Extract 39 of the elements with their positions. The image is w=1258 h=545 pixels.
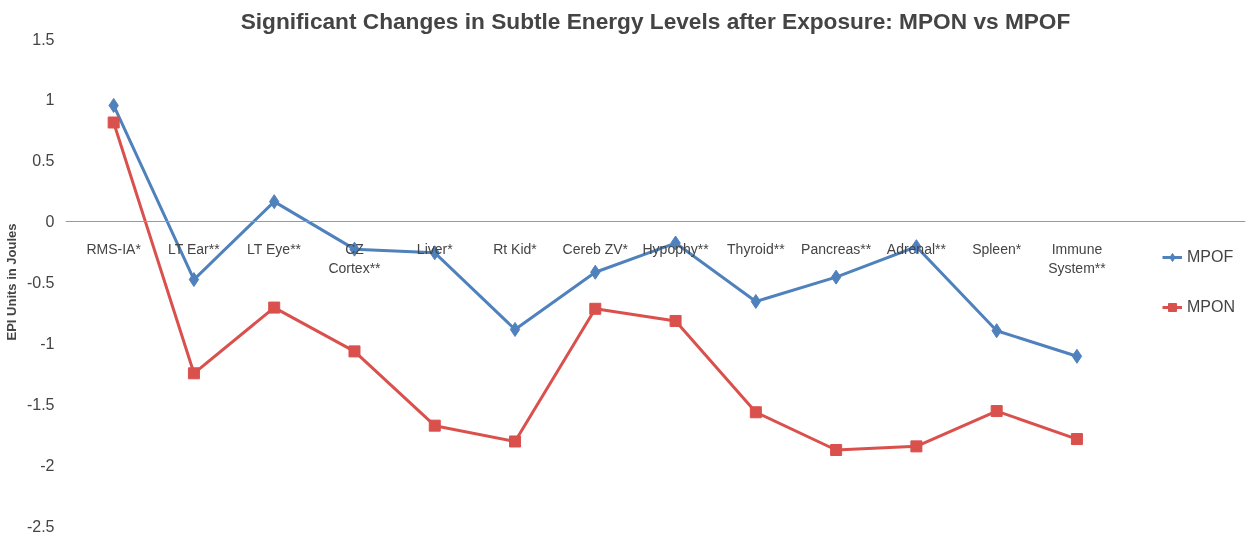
x-tick-label: LT Eye**: [247, 241, 302, 258]
point: [830, 444, 843, 457]
y-tick-label: -0.5: [26, 274, 55, 291]
point: [990, 405, 1003, 418]
point: [749, 406, 762, 419]
point: [187, 367, 200, 380]
point: [348, 345, 361, 358]
legend-label: MPON: [1187, 297, 1235, 316]
x-tick-label: Thyroid**: [727, 241, 786, 258]
point: [428, 419, 441, 432]
y-tick-label: -2: [40, 456, 55, 474]
x-tick-label: Rt Kid*: [493, 241, 538, 258]
y-tick-label: -1: [40, 334, 55, 352]
y-tick-label: 0.5: [32, 152, 55, 170]
y-tick-label: 1: [45, 91, 55, 109]
x-tick-label: Immune System**: [1048, 241, 1107, 277]
y-tick-label: 1.5: [32, 30, 55, 48]
x-tick-label: Cereb ZV*: [562, 241, 629, 258]
point: [750, 293, 762, 309]
chart-title: Significant Changes in Subtle Energy Levels after Exposure: MPON vs MPOF: [240, 7, 1071, 34]
point: [910, 440, 923, 453]
point: [509, 321, 521, 337]
point: [1070, 433, 1083, 446]
x-tick-label: RMS-IA*: [86, 241, 142, 258]
y-tick-label: 0: [45, 213, 55, 231]
y-tick-label: -2.5: [26, 517, 55, 535]
legend-label: MPOF: [1187, 247, 1234, 266]
y-tick-label: -1.5: [26, 395, 55, 413]
point: [268, 301, 281, 314]
point: [1071, 348, 1083, 364]
point: [509, 435, 522, 448]
x-tick-label: Pancreas**: [801, 241, 872, 258]
point: [589, 302, 602, 315]
point: [188, 272, 200, 288]
y-axis-title: EPI Units in Joules: [3, 223, 19, 341]
point: [830, 269, 842, 285]
point: [107, 116, 120, 129]
point: [669, 314, 682, 327]
x-tick-label: Spleen*: [972, 241, 1022, 258]
